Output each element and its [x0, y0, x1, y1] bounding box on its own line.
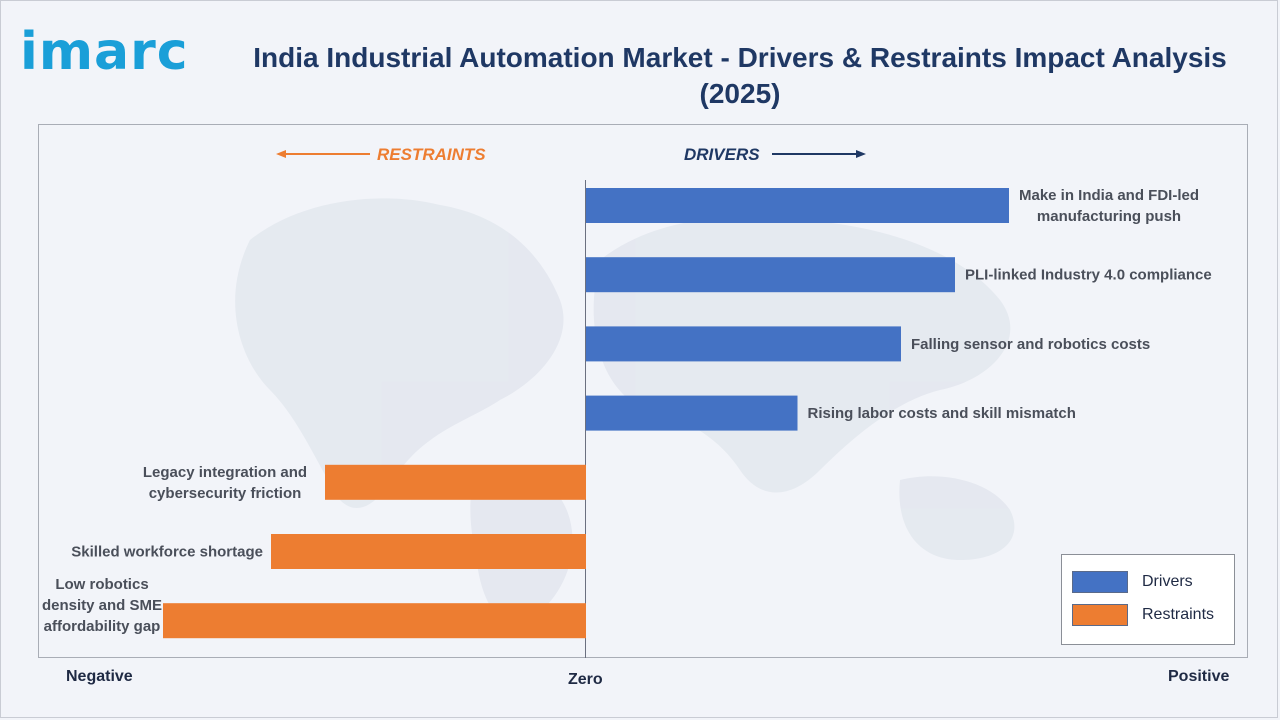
driver-label-1: Make in India and FDI-led manufacturing p… — [1019, 187, 1199, 225]
legend-label-restraints: Restraints — [1142, 606, 1215, 623]
driver-bar-2 — [586, 257, 955, 293]
legend-label-drivers: Drivers — [1142, 573, 1193, 590]
chart-title: India Industrial Automation Market - Dri… — [253, 42, 1227, 109]
zero-axis-label: Zero — [568, 671, 603, 688]
legend-item-restraints: Restraints — [1072, 604, 1214, 626]
bars-layer — [163, 188, 1009, 639]
drivers-direction-label: DRIVERS — [684, 145, 760, 164]
restraint-label-7: Low robotics density and SME affordability… — [42, 576, 162, 635]
chart-legend: Drivers Restraints — [1061, 554, 1235, 645]
restraints-direction: RESTRAINTS — [276, 145, 486, 164]
restraint-bar-6 — [271, 534, 586, 569]
negative-axis-label: Negative — [66, 668, 133, 685]
restraint-bar-7 — [163, 603, 586, 639]
driver-bar-3 — [586, 326, 901, 362]
restraint-label-6: Skilled workforce shortage — [71, 544, 263, 561]
legend-swatch-restraints — [1072, 604, 1128, 626]
restraints-direction-label: RESTRAINTS — [377, 145, 486, 164]
restraint-bar-5 — [325, 464, 586, 500]
drivers-arrow-head — [856, 150, 866, 158]
driver-label-3: Falling sensor and robotics costs — [911, 336, 1150, 353]
positive-axis-label: Positive — [1168, 668, 1230, 685]
legend-swatch-drivers — [1072, 571, 1128, 593]
bar-labels-layer: Make in India and FDI-led manufacturing p… — [42, 187, 1212, 635]
driver-label-4: Rising labor costs and skill mismatch — [808, 405, 1076, 422]
driver-bar-1 — [586, 188, 1009, 223]
drivers-direction: DRIVERS — [684, 145, 866, 164]
driver-label-2: PLI-linked Industry 4.0 compliance — [965, 267, 1212, 284]
legend-item-drivers: Drivers — [1072, 571, 1193, 593]
restraint-label-5: Legacy integration and cybersecurity fric… — [143, 464, 307, 502]
imarc-logo: imarc — [20, 22, 189, 82]
restraints-arrow-head — [276, 150, 286, 158]
driver-bar-4 — [586, 395, 798, 431]
